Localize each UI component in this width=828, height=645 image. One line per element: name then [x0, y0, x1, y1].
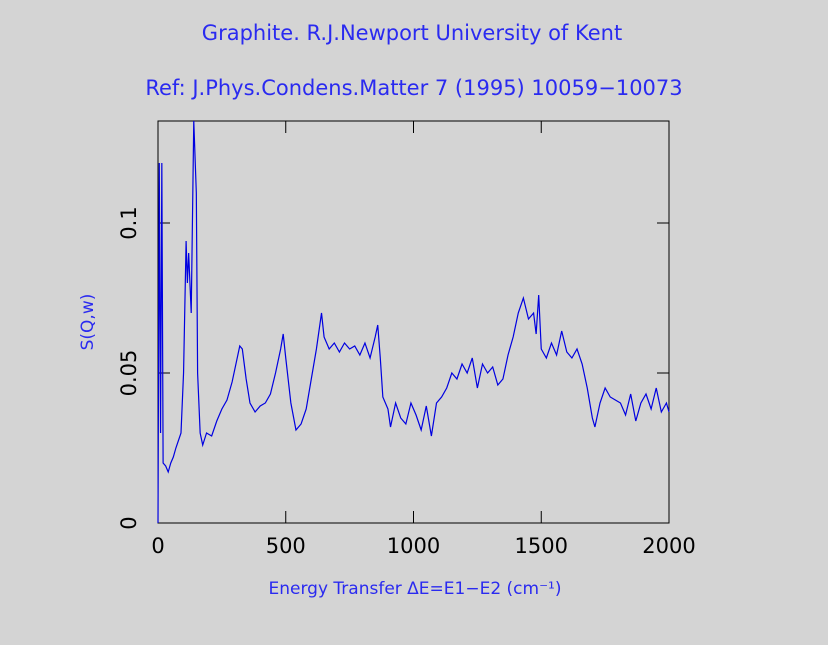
chart-title: Graphite. R.J.Newport University of Kent [202, 21, 622, 45]
x-tick-label: 1500 [515, 534, 568, 558]
x-tick-label: 500 [266, 534, 306, 558]
data-line [157, 120, 670, 524]
y-axis-label: S(Q,w) [78, 294, 98, 351]
x-tick-label: 2000 [642, 534, 695, 558]
x-axis-label: Energy Transfer ΔE=E1−E2 (cm⁻¹) [268, 579, 561, 599]
y-tick-label: 0 [117, 516, 141, 529]
y-tick-label: 0.05 [117, 350, 141, 397]
plot-frame [157, 120, 670, 524]
chart-subtitle: Ref: J.Phys.Condens.Matter 7 (1995) 1005… [145, 76, 682, 100]
y-tick-label: 0.1 [117, 206, 141, 239]
x-tick-label: 0 [151, 534, 164, 558]
x-tick-label: 1000 [387, 534, 440, 558]
